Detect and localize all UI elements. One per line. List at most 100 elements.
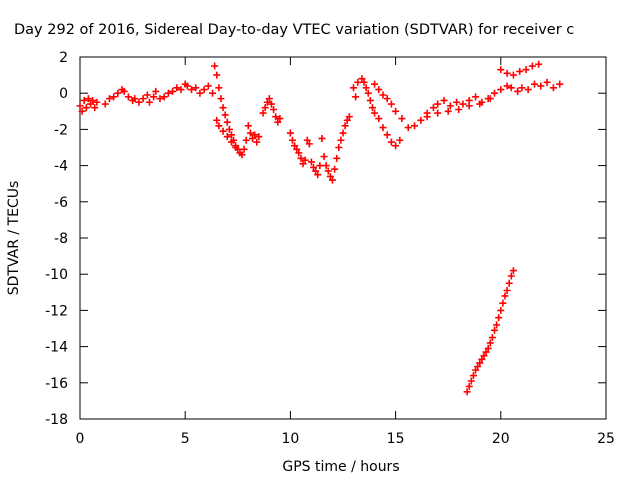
data-point [486, 95, 494, 103]
data-point [314, 171, 322, 179]
data-point [253, 138, 261, 146]
data-point [150, 93, 158, 101]
data-point [537, 82, 545, 90]
data-point [535, 60, 543, 68]
data-point [316, 162, 324, 170]
data-point [522, 66, 530, 74]
y-tick-label: -16 [45, 376, 68, 392]
data-point [375, 86, 383, 94]
data-point [173, 84, 181, 92]
data-point [459, 100, 467, 108]
data-point [465, 102, 473, 110]
data-point [93, 98, 101, 106]
data-point [87, 100, 95, 108]
data-point [82, 104, 90, 112]
y-tick-label: -6 [54, 195, 68, 211]
data-point [305, 140, 313, 148]
data-point [490, 89, 498, 97]
x-axis-label: GPS time / hours [282, 459, 399, 475]
data-point [76, 102, 84, 110]
points-layer [76, 60, 564, 396]
data-point [152, 87, 160, 95]
y-axis-label: SDTVAR / TECUs [6, 181, 22, 296]
data-point [215, 122, 223, 130]
data-point [263, 98, 271, 106]
data-point [204, 82, 212, 90]
data-point [444, 107, 452, 115]
data-point [301, 156, 309, 164]
data-point [227, 131, 235, 139]
data-point [217, 95, 225, 103]
data-point [223, 118, 231, 126]
data-point [503, 69, 511, 77]
data-point [200, 86, 208, 94]
y-tick-label: -2 [54, 122, 68, 138]
data-point [469, 372, 477, 380]
data-point [164, 89, 172, 97]
data-point [261, 104, 269, 112]
data-point [503, 82, 511, 90]
data-point [387, 138, 395, 146]
data-point [524, 86, 532, 94]
data-point [343, 116, 351, 124]
data-point [169, 87, 177, 95]
data-point [320, 153, 328, 161]
data-point [375, 115, 383, 123]
data-point [209, 89, 217, 97]
y-tick-label: -12 [45, 303, 68, 319]
data-point [507, 84, 515, 92]
data-point [145, 98, 153, 106]
data-point [295, 149, 303, 157]
data-point [270, 105, 278, 113]
x-tick-label: 0 [76, 431, 85, 447]
y-tick-label: -10 [45, 267, 68, 283]
data-point [259, 109, 267, 117]
data-point [474, 363, 482, 371]
data-point [291, 142, 299, 150]
x-tick-label: 10 [281, 431, 299, 447]
x-tick-label: 5 [181, 431, 190, 447]
data-point [105, 95, 113, 103]
data-point [362, 84, 370, 92]
data-point [331, 165, 339, 173]
data-point [411, 122, 419, 130]
data-point [89, 96, 97, 104]
data-point [110, 93, 118, 101]
data-point [299, 160, 307, 168]
y-tick-label: -18 [45, 412, 68, 428]
data-point [318, 134, 326, 142]
data-point [509, 267, 517, 275]
data-point [337, 136, 345, 144]
data-point [423, 113, 431, 121]
data-point [434, 109, 442, 117]
data-point [495, 314, 503, 322]
data-point [482, 348, 490, 356]
data-point [493, 321, 501, 329]
data-point [507, 272, 515, 280]
data-point [312, 167, 320, 175]
data-point [135, 98, 143, 106]
data-point [453, 98, 461, 106]
data-point [293, 145, 301, 153]
data-point [143, 91, 151, 99]
data-point [286, 129, 294, 137]
data-point [242, 136, 250, 144]
data-point [324, 167, 332, 175]
y-tick-label: -8 [54, 231, 68, 247]
data-point [368, 104, 376, 112]
data-point [91, 104, 99, 112]
data-point [446, 102, 454, 110]
data-point [339, 129, 347, 137]
data-point [556, 80, 564, 88]
data-point [398, 115, 406, 123]
data-point [333, 154, 341, 162]
data-point [472, 93, 480, 101]
data-point [497, 66, 505, 74]
data-point [396, 136, 404, 144]
data-point [84, 95, 92, 103]
data-point [488, 334, 496, 342]
data-point [156, 95, 164, 103]
data-point [455, 105, 463, 113]
data-point [352, 93, 360, 101]
